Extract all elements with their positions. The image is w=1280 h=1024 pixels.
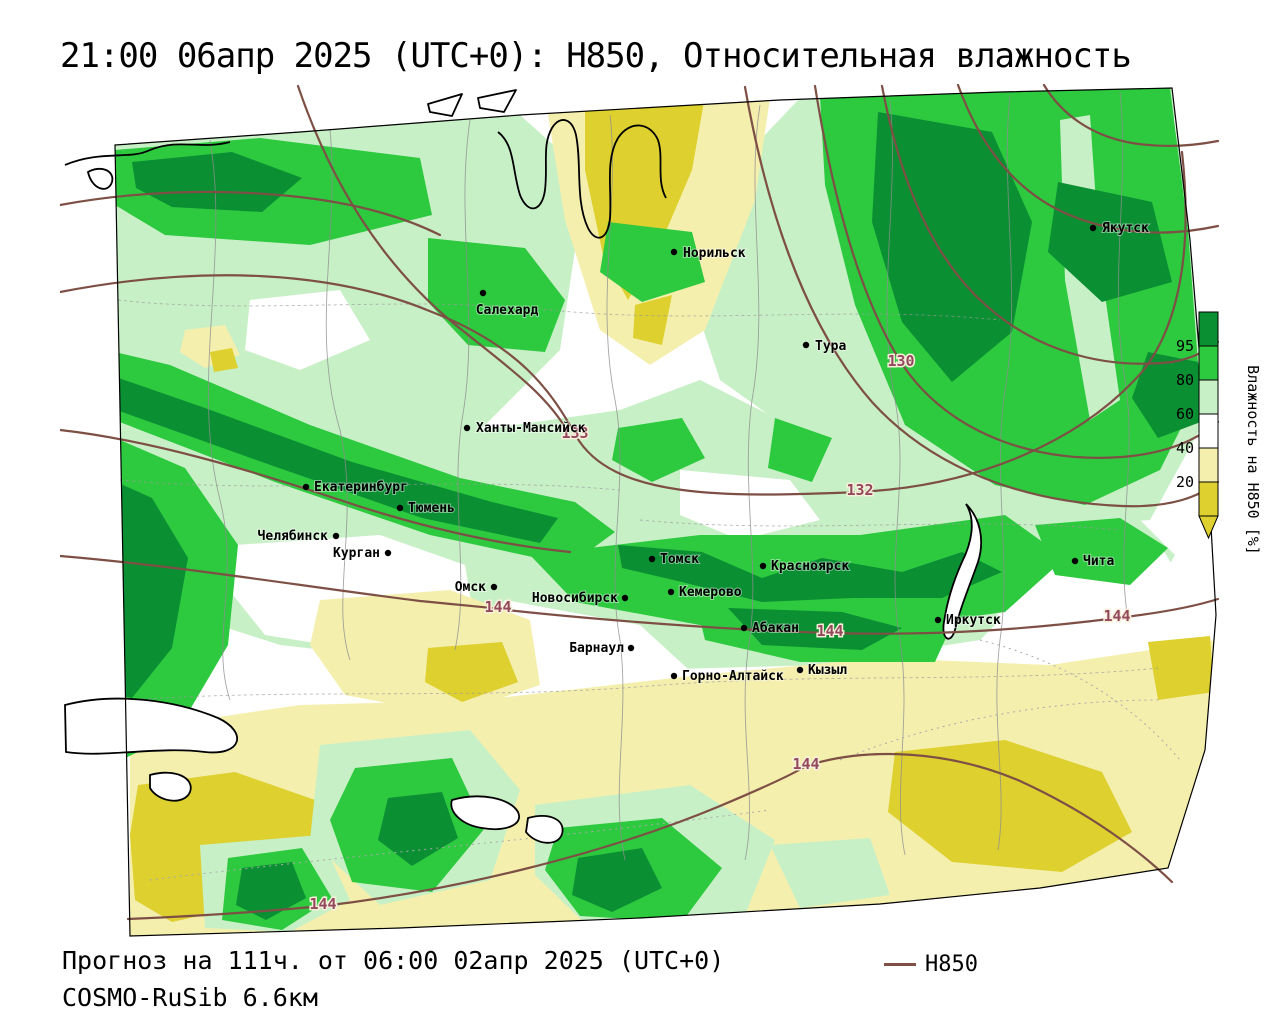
city-marker [1072, 558, 1078, 564]
city-marker [741, 625, 747, 631]
colorbar-tick: 40 [1176, 439, 1194, 457]
city-label: Екатеринбург [314, 480, 408, 495]
city-marker [385, 550, 391, 556]
city-marker [668, 589, 674, 595]
colorbar-tick: 60 [1176, 405, 1194, 423]
city-label: Челябинск [258, 529, 329, 544]
city-label: Кызыл [808, 663, 847, 678]
contour-value-label: 144 [309, 895, 336, 913]
city-label: Красноярск [771, 559, 849, 574]
city-marker [649, 556, 655, 562]
contour-value-label: 144 [792, 755, 819, 773]
city-label: Кемерово [679, 585, 742, 600]
model-info: COSMO-RuSib 6.6км [62, 983, 318, 1012]
city-label: Якутск [1102, 221, 1149, 236]
city-marker [671, 673, 677, 679]
forecast-info: Прогноз на 111ч. от 06:00 02апр 2025 (UT… [62, 946, 724, 975]
city-marker [622, 595, 628, 601]
city-label: Тюмень [408, 501, 455, 516]
colorbar-segment [1199, 482, 1218, 516]
city-label: Чита [1083, 554, 1114, 569]
city-label: Ханты-Мансийск [476, 421, 586, 436]
colorbar-tick: 80 [1176, 371, 1194, 389]
contour-value-label: 130 [887, 352, 914, 370]
city-label: Новосибирск [532, 591, 618, 606]
city-marker [397, 505, 403, 511]
city-marker [628, 645, 634, 651]
contour-value-label: 144 [816, 622, 843, 640]
h850-legend: H850 [884, 952, 978, 977]
city-marker [303, 484, 309, 490]
city-label: Томск [660, 552, 699, 567]
contour-value-label: 132 [846, 481, 873, 499]
colorbar-segment [1199, 414, 1218, 448]
colorbar-segment [1199, 346, 1218, 380]
colorbar-tick: 95 [1176, 337, 1194, 355]
city-marker [464, 425, 470, 431]
city-label: Норильск [683, 246, 746, 261]
weather-map: 130133132144144144144144 НорильскСалехар… [0, 0, 1280, 1024]
page: 21:00 06апр 2025 (UTC+0): H850, Относите… [0, 0, 1280, 1024]
h850-legend-line-icon [884, 963, 916, 966]
city-label: Иркутск [946, 613, 1001, 628]
contour-value-label: 144 [1103, 607, 1130, 625]
h850-legend-label: H850 [925, 952, 978, 977]
city-marker [935, 617, 941, 623]
city-marker [671, 249, 677, 255]
colorbar-tick: 20 [1176, 473, 1194, 491]
colorbar-segment [1199, 380, 1218, 414]
city-label: Салехард [476, 303, 539, 318]
city-label: Тура [815, 339, 846, 354]
city-marker [480, 290, 486, 296]
city-marker [333, 533, 339, 539]
colorbar-segment [1199, 448, 1218, 482]
city-marker [1090, 225, 1096, 231]
colorbar-axis-label: Влажность на H850 [%] [1244, 365, 1262, 555]
city-label: Курган [333, 546, 380, 561]
city-marker [760, 563, 766, 569]
city-label: Абакан [752, 621, 799, 636]
city-marker [797, 667, 803, 673]
city-label: Омск [455, 580, 486, 595]
humidity-fill-layer [60, 80, 1230, 950]
city-label: Барнаул [569, 641, 624, 656]
city-marker [803, 342, 809, 348]
colorbar-segment [1199, 312, 1218, 346]
city-marker [491, 584, 497, 590]
city-label: Горно-Алтайск [682, 669, 784, 684]
contour-value-label: 144 [484, 598, 511, 616]
